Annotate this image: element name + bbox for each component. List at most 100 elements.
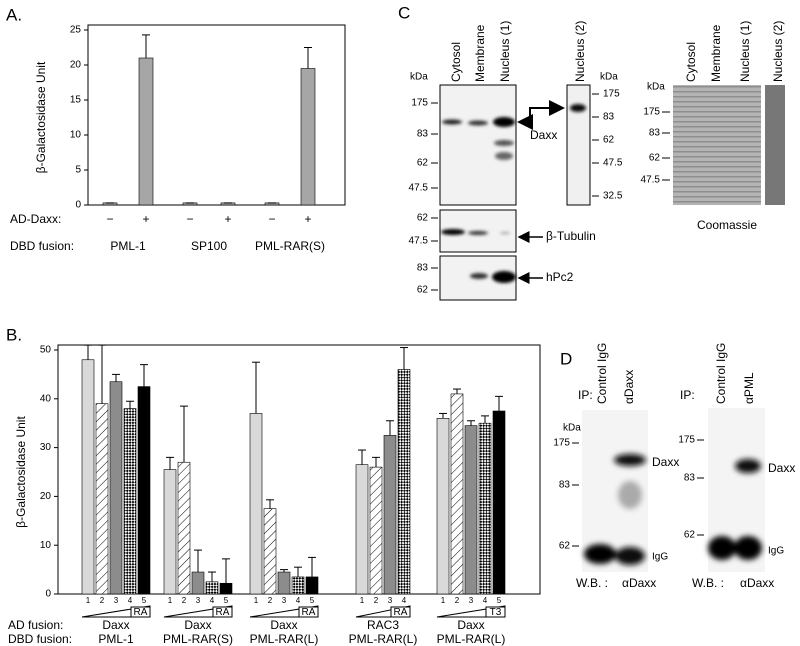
lane-label: Membrane	[473, 24, 487, 82]
marker-label: 83	[603, 112, 615, 123]
y-axis-label: β-Galactosidase Unit	[34, 61, 48, 173]
marker-label: 83	[559, 480, 571, 491]
band-label: Daxx	[530, 128, 557, 142]
group-label: PML-RAR(S)	[255, 239, 325, 253]
x-tick-label: 1	[86, 596, 91, 605]
lane-label: Control IgG	[595, 343, 609, 404]
wb-antibody: αDaxx	[740, 576, 774, 590]
bar	[137, 386, 151, 595]
x-tick-label: +	[304, 212, 311, 226]
lane-label: Cytosol	[449, 42, 463, 82]
marker-label: 47.5	[409, 236, 429, 247]
marker-label: 62	[559, 541, 571, 552]
bar	[478, 422, 492, 595]
treatment-label: RA	[134, 607, 148, 618]
ip-label: IP:	[578, 388, 593, 402]
band-label: Daxx	[652, 455, 679, 469]
lane-label: Nucleus (2)	[573, 21, 587, 82]
x-tick-label: 2	[455, 596, 460, 605]
treatment-box	[298, 606, 319, 618]
panel-label: B.	[6, 325, 22, 344]
x-tick-label: 3	[114, 596, 119, 605]
marker-label: 47.5	[409, 183, 429, 194]
bar	[291, 576, 305, 595]
treatment-box	[485, 606, 506, 618]
ip-label: IP:	[680, 388, 695, 402]
row-label: DBD fusion:	[8, 632, 72, 646]
x-tick-label: +	[142, 212, 149, 226]
x-tick-label: 2	[182, 596, 187, 605]
blot-images	[439, 84, 785, 572]
bar	[109, 381, 123, 595]
bar	[191, 571, 205, 595]
y-tick-label: 10	[40, 540, 52, 551]
bar	[369, 466, 383, 595]
bar	[436, 418, 450, 595]
ad-label: Daxx	[270, 618, 297, 632]
lane-label: Nucleus (1)	[498, 21, 512, 82]
caption: Coomassie	[697, 218, 757, 232]
x-tick-label: +	[224, 212, 231, 226]
lane-label: Control IgG	[714, 343, 728, 404]
ad-label: Daxx	[457, 618, 484, 632]
x-tick-label: 2	[268, 596, 273, 605]
bar	[249, 413, 263, 595]
x-tick-label: 4	[483, 596, 488, 605]
band-label: IgG	[768, 546, 784, 557]
y-tick-label: 0	[75, 200, 81, 211]
unit-label: kDa	[647, 82, 665, 93]
y-tick-label: 30	[40, 442, 52, 453]
marker-label: 83	[417, 263, 429, 274]
marker-label: 62	[417, 158, 429, 169]
wb-antibody: αDaxx	[622, 576, 656, 590]
lane-label: Nucleus (2)	[771, 21, 785, 82]
treatment-box	[130, 606, 151, 618]
unit-label: kDa	[563, 423, 581, 434]
lane-label: Cytosol	[684, 42, 698, 82]
dbd-label: PML-RAR(S)	[163, 632, 233, 646]
x-tick-label: −	[106, 212, 113, 226]
unit-label: kDa	[410, 72, 428, 83]
y-tick-label: 15	[70, 95, 82, 106]
group-label: PML-1	[110, 239, 146, 253]
treatment-box	[390, 606, 411, 618]
lane-label: Nucleus (1)	[738, 21, 752, 82]
marker-label: 175	[643, 107, 660, 118]
lane-label: αDaxx	[622, 370, 636, 404]
unit-label: kDa	[600, 72, 618, 83]
y-tick-label: 40	[40, 393, 52, 404]
marker-label: 62	[417, 285, 429, 296]
bar	[81, 359, 95, 595]
bar	[277, 571, 291, 595]
y-tick-label: 50	[40, 345, 52, 356]
bar	[138, 57, 154, 206]
y-tick-label: 25	[70, 25, 82, 36]
x-tick-label: 2	[100, 596, 105, 605]
wb-label: W.B. :	[692, 576, 724, 590]
x-tick-label: 5	[142, 596, 147, 605]
x-tick-label: 5	[224, 596, 229, 605]
marker-label: 175	[678, 435, 695, 446]
x-tick-label: 5	[497, 596, 502, 605]
group-label: SP100	[191, 239, 227, 253]
panel-label: D	[560, 349, 572, 368]
marker-label: 83	[684, 473, 696, 484]
x-tick-label: 1	[441, 596, 446, 605]
x-tick-label: 1	[168, 596, 173, 605]
bar	[123, 408, 137, 595]
marker-label: 83	[649, 128, 661, 139]
bar	[219, 582, 233, 595]
y-tick-label: 10	[70, 130, 82, 141]
treatment-label: RA	[302, 607, 316, 618]
panel-label: C	[398, 3, 410, 22]
bar	[95, 403, 109, 595]
marker-label: 175	[411, 98, 428, 109]
plot-frame	[87, 24, 346, 206]
row-label: AD fusion:	[8, 618, 63, 632]
bar	[177, 461, 191, 595]
bar	[355, 464, 369, 595]
marker-label: 62	[684, 530, 696, 541]
bar	[492, 410, 506, 595]
dbd-label: PML-RAR(L)	[349, 632, 418, 646]
band-label: Daxx	[768, 461, 795, 475]
